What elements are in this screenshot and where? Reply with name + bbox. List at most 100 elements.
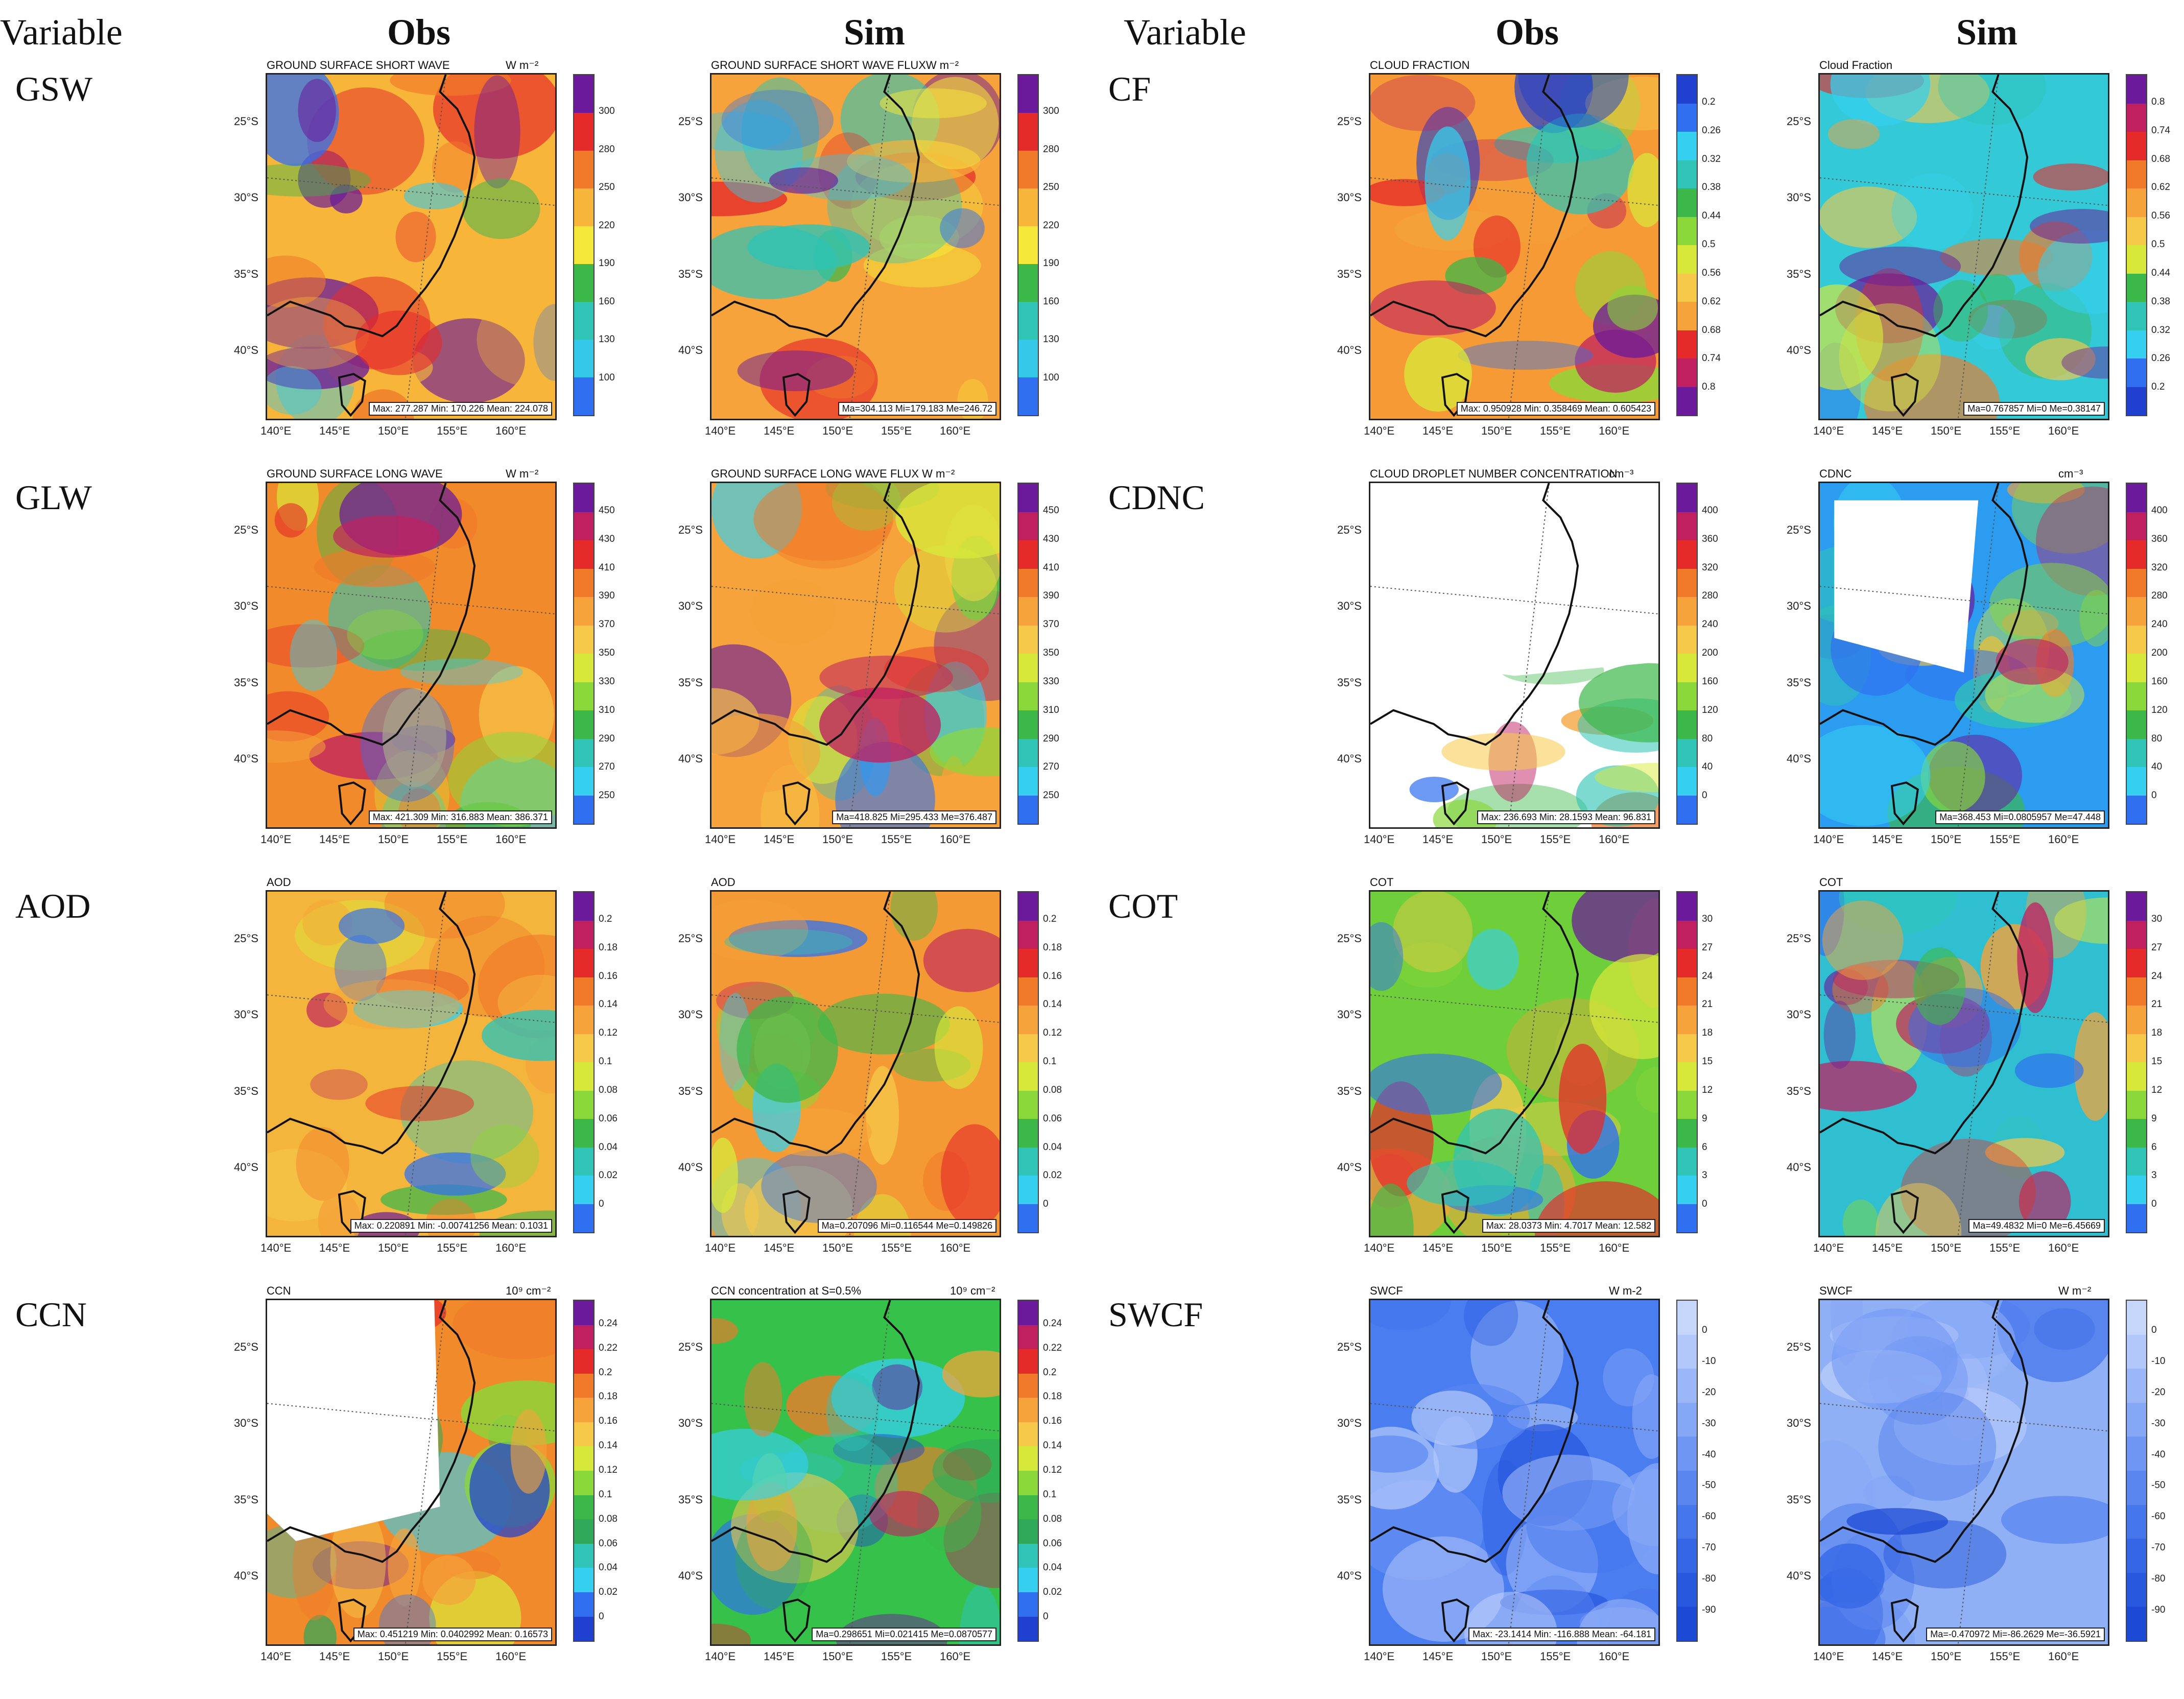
- colorbar-tick-label: 18: [2151, 1027, 2163, 1039]
- left-sim-panel-glw: GROUND SURFACE LONG WAVE FLUX W m⁻² Ma=41…: [678, 467, 1098, 866]
- lon-tick-label: 145°E: [764, 833, 795, 846]
- colorbar-swatch: [1018, 1062, 1038, 1091]
- colorbar-tick-label: 0.26: [1702, 125, 1721, 136]
- colorbar-swatch: [1018, 977, 1038, 1006]
- lon-tick-label: 155°E: [1989, 1650, 2021, 1663]
- colorbar-swatch: [1018, 1592, 1038, 1617]
- colorbar-swatch: [2127, 217, 2146, 245]
- contour-blob: [510, 1409, 547, 1494]
- map-plot: Max: -23.1414 Min: -116.888 Mean: -64.18…: [1369, 1299, 1660, 1646]
- colorbar: [2126, 1300, 2147, 1642]
- contour-blob: [1985, 667, 2084, 723]
- longitude-gridline: [1508, 1300, 1550, 1644]
- colorbar-swatch: [1677, 245, 1697, 274]
- lat-tick-label: 30°S: [1787, 191, 1811, 204]
- colorbar-swatch: [574, 302, 594, 340]
- contour-blob: [1996, 638, 2069, 685]
- colorbar-swatch: [1677, 1090, 1697, 1119]
- colorbar-tick-label: 21: [2151, 999, 2163, 1010]
- colorbar-swatch: [574, 1519, 594, 1544]
- colorbar-swatch: [2127, 484, 2146, 512]
- colorbar-swatch: [574, 795, 594, 824]
- contour-blob: [930, 727, 1000, 777]
- lon-tick-label: 155°E: [1989, 833, 2021, 846]
- colorbar-swatch: [574, 568, 594, 597]
- colorbar: [1017, 891, 1039, 1233]
- contour-blob: [1370, 280, 1496, 336]
- colorbar-tick-label: 0.14: [1043, 1440, 1062, 1451]
- stats-label: Max: -23.1414 Min: -116.888 Mean: -64.18…: [1468, 1628, 1655, 1641]
- colorbar-swatch: [1677, 682, 1697, 710]
- contour-blob: [1589, 954, 1658, 1059]
- colorbar-swatch: [574, 1398, 594, 1422]
- colorbar-swatch: [2127, 1334, 2146, 1369]
- lat-tick-label: 35°S: [1337, 1493, 1362, 1506]
- colorbar-swatch: [2127, 1147, 2146, 1176]
- colorbar-swatch: [574, 1373, 594, 1398]
- colorbar-swatch: [1677, 1301, 1697, 1335]
- colorbar: [2126, 483, 2147, 825]
- colorbar-swatch: [1677, 1204, 1697, 1232]
- colorbar-tick-label: 0.2: [2151, 381, 2165, 393]
- panel-unit: W m-2: [1609, 1284, 1642, 1297]
- lat-tick-label: 25°S: [1337, 523, 1362, 536]
- colorbar-swatch: [1018, 1373, 1038, 1398]
- lon-tick-label: 155°E: [881, 1650, 912, 1663]
- lon-tick-label: 160°E: [495, 1241, 527, 1254]
- contour-blob: [751, 579, 836, 645]
- colorbar-swatch: [2127, 75, 2146, 104]
- panel-title: CCN: [267, 1284, 291, 1297]
- contour-blob: [474, 75, 520, 188]
- lon-tick-label: 150°E: [378, 833, 409, 846]
- panel-title: Cloud Fraction: [1819, 59, 1893, 71]
- contour-blob: [1464, 1300, 1518, 1346]
- colorbar-swatch: [1018, 738, 1038, 767]
- colorbar-swatch: [1677, 302, 1697, 330]
- colorbar-swatch: [1018, 1301, 1038, 1325]
- lat-tick-label: 40°S: [1337, 1161, 1362, 1174]
- lon-tick-label: 140°E: [1813, 833, 1844, 846]
- panel-unit: W m⁻²: [506, 467, 539, 480]
- colorbar-tick-label: 310: [1043, 704, 1059, 715]
- contour-blob: [833, 1434, 925, 1465]
- lon-tick-label: 155°E: [437, 1241, 468, 1254]
- lon-tick-label: 160°E: [940, 1650, 971, 1663]
- contour-blob: [1411, 1391, 1493, 1446]
- contour-blob: [1394, 942, 1463, 988]
- lon-tick-label: 150°E: [1481, 1650, 1512, 1663]
- lon-tick-label: 160°E: [495, 424, 527, 437]
- colorbar-tick-label: 100: [1043, 372, 1059, 383]
- lon-tick-label: 155°E: [1989, 1241, 2021, 1254]
- colorbar-tick-label: 360: [1702, 533, 1718, 544]
- map-plot: Max: 421.309 Min: 316.883 Mean: 386.371: [266, 482, 557, 829]
- colorbar-swatch: [574, 264, 594, 302]
- panel-title: GROUND SURFACE LONG WAVE FLUX W m⁻²: [711, 467, 955, 480]
- colorbar-swatch: [1677, 767, 1697, 796]
- lat-tick-label: 30°S: [234, 1008, 258, 1021]
- coastline: [267, 1300, 476, 1563]
- colorbar: [2126, 74, 2147, 416]
- coastline: [1370, 483, 1579, 746]
- contour-blob: [267, 730, 326, 763]
- contour-blob: [2033, 163, 2108, 190]
- lon-tick-label: 160°E: [495, 833, 527, 846]
- right-obs-panel-swcf: SWCF W m-2 Max: -23.1414 Min: -116.888 Mea…: [1337, 1284, 1757, 1683]
- colorbar-tick-label: 0.44: [1702, 210, 1721, 222]
- lat-tick-label: 25°S: [1337, 1340, 1362, 1353]
- map-field: [1820, 892, 2108, 1236]
- colorbar-tick-label: 0.12: [599, 1465, 618, 1475]
- contour-blob: [2019, 1171, 2071, 1232]
- contour-blob: [422, 1555, 476, 1605]
- contour-blob: [1370, 1054, 1502, 1115]
- colorbar-swatch: [1677, 625, 1697, 654]
- lat-tick-label: 35°S: [1787, 267, 1811, 280]
- colorbar-tick-label: 160: [1702, 676, 1718, 687]
- colorbar-tick-label: 0.06: [599, 1538, 618, 1549]
- contour-blob: [1913, 947, 1966, 1025]
- colorbar-tick-label: 0.12: [1043, 1465, 1062, 1475]
- colorbar-swatch: [1677, 1607, 1697, 1641]
- lon-tick-label: 145°E: [319, 1241, 350, 1254]
- colorbar-tick-label: 0.14: [599, 1440, 618, 1451]
- lat-tick-label: 30°S: [678, 191, 703, 204]
- colorbar-tick-label: 160: [2151, 676, 2168, 687]
